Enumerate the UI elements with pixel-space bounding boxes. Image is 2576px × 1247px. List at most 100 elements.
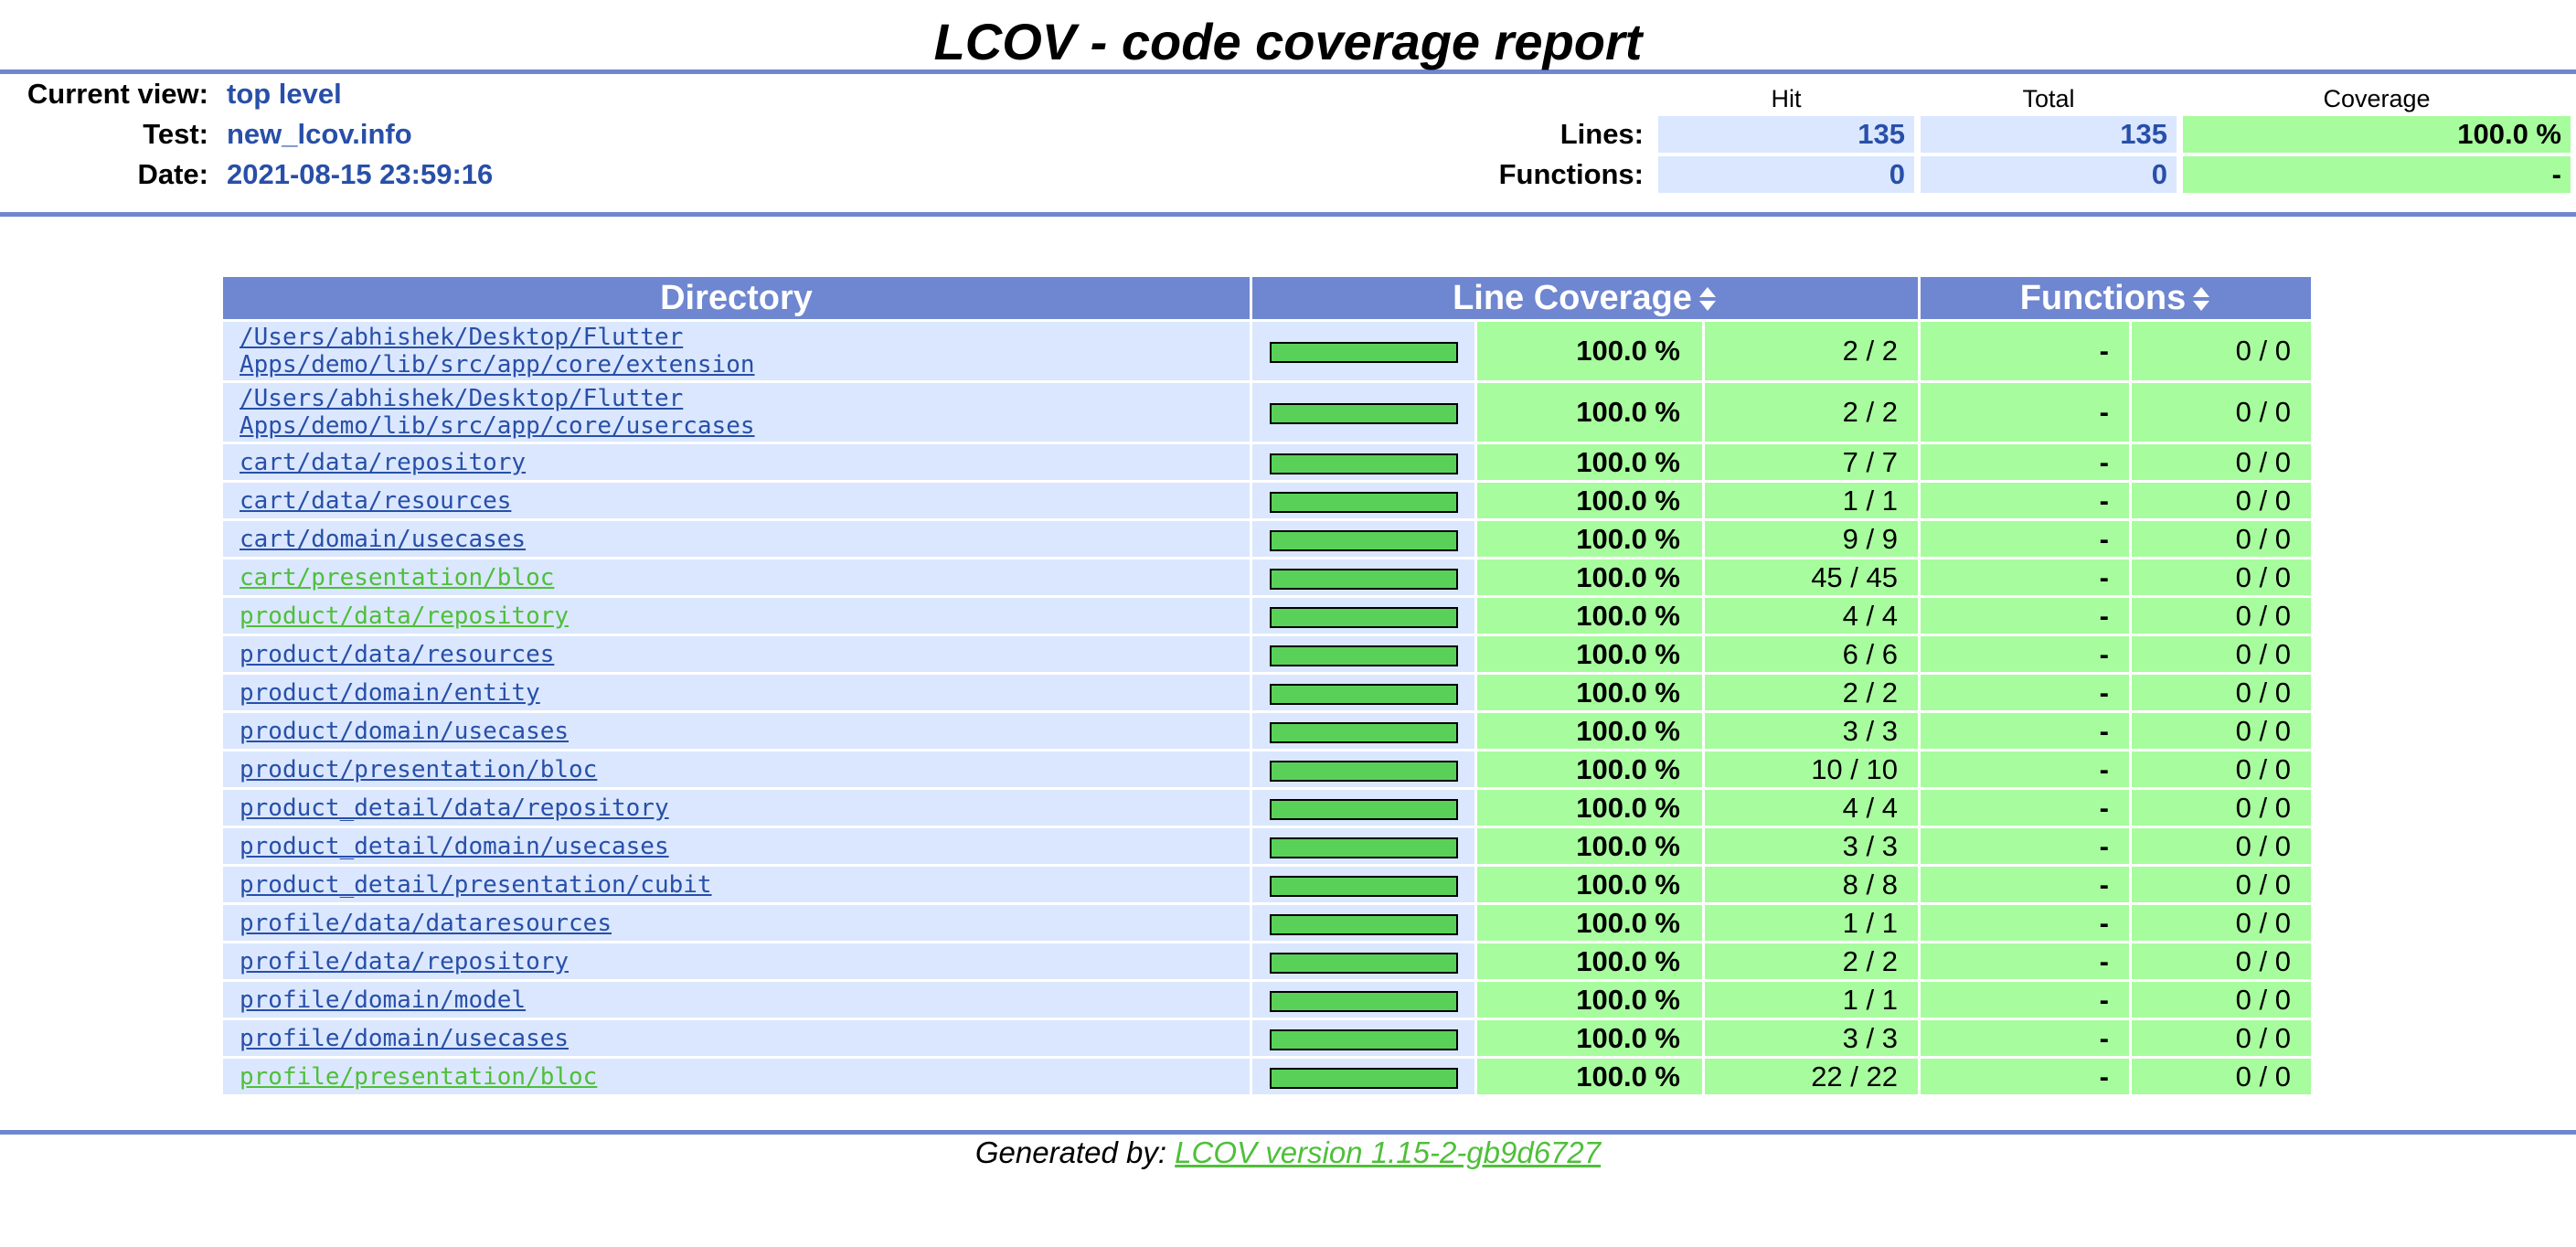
table-row: profile/data/dataresources 100.0 % 1 / 1-0… xyxy=(223,905,2311,941)
coverage-bar xyxy=(1269,1067,1458,1089)
function-coverage-count: 0 / 0 xyxy=(2132,751,2311,787)
line-coverage-count: 9 / 9 xyxy=(1705,521,1918,557)
coverage-bar-cell xyxy=(1252,982,1474,1018)
line-coverage-count: 1 / 1 xyxy=(1705,483,1918,518)
coverage-bar-cell xyxy=(1252,790,1474,826)
directory-cell: profile/domain/usecases xyxy=(223,1020,1250,1056)
table-row: profile/domain/model 100.0 % 1 / 1-0 / 0 xyxy=(223,982,2311,1018)
directory-cell: product/domain/usecases xyxy=(223,713,1250,749)
line-coverage-count: 10 / 10 xyxy=(1705,751,1918,787)
table-row: product/domain/usecases 100.0 % 3 / 3-0 / … xyxy=(223,713,2311,749)
directory-link-line1: cart/data/repository xyxy=(240,448,527,476)
directory-link[interactable]: product_detail/domain/usecases xyxy=(240,833,669,860)
directory-link[interactable]: product/domain/entity xyxy=(240,679,540,707)
coverage-bar xyxy=(1269,837,1458,858)
line-coverage-percent: 100.0 % xyxy=(1477,444,1702,480)
test-value: new_lcov.info xyxy=(227,118,412,150)
coverage-bar xyxy=(1269,683,1458,705)
table-row: product_detail/data/repository 100.0 % 4 /… xyxy=(223,790,2311,826)
function-coverage-count: 0 / 0 xyxy=(2132,598,2311,634)
directory-link-line1: profile/presentation/bloc xyxy=(240,1062,598,1091)
coverage-bar-cell xyxy=(1252,322,1474,380)
directory-link[interactable]: profile/data/repository xyxy=(240,948,569,975)
directory-link[interactable]: cart/presentation/bloc xyxy=(240,564,554,592)
coverage-bar-cell xyxy=(1252,444,1474,480)
directory-link[interactable]: cart/data/resources xyxy=(240,487,511,515)
directory-cell: cart/presentation/bloc xyxy=(223,560,1250,595)
directory-cell: cart/data/resources xyxy=(223,483,1250,518)
function-coverage-percent: - xyxy=(1921,560,2129,595)
directory-link[interactable]: cart/data/repository xyxy=(240,449,526,476)
coverage-bar-cell xyxy=(1252,1059,1474,1094)
directory-cell: /Users/abhishek/Desktop/Flutter Apps/demo… xyxy=(223,383,1250,442)
directory-link[interactable]: product_detail/data/repository xyxy=(240,794,669,822)
line-coverage-percent: 100.0 % xyxy=(1477,713,1702,749)
directory-link-line1: product/data/repository xyxy=(240,602,569,630)
directory-link[interactable]: /Users/abhishek/Desktop/Flutter Apps/demo… xyxy=(240,385,755,440)
line-coverage-count: 3 / 3 xyxy=(1705,1020,1918,1056)
directory-cell: product/domain/entity xyxy=(223,675,1250,710)
coverage-bar-cell xyxy=(1252,867,1474,902)
lcov-version-link[interactable]: LCOV version 1.15-2-gb9d6727 xyxy=(1175,1135,1602,1169)
line-coverage-percent: 100.0 % xyxy=(1477,828,1702,864)
line-coverage-count: 7 / 7 xyxy=(1705,444,1918,480)
directory-cell: product/data/repository xyxy=(223,598,1250,634)
function-coverage-percent: - xyxy=(1921,943,2129,979)
line-coverage-count: 2 / 2 xyxy=(1705,383,1918,442)
directory-link-line2: Apps/demo/lib/src/app/core/extension xyxy=(240,351,755,378)
coverage-bar xyxy=(1269,403,1458,425)
line-coverage-percent: 100.0 % xyxy=(1477,905,1702,941)
directory-link-line1: product/domain/usecases xyxy=(240,717,569,745)
sort-line-coverage-icon[interactable] xyxy=(1698,285,1718,313)
summary-functions-hit: 0 xyxy=(1658,156,1914,193)
directory-link[interactable]: product/data/repository xyxy=(240,602,569,630)
line-coverage-percent: 100.0 % xyxy=(1477,636,1702,672)
coverage-bar xyxy=(1269,760,1458,782)
line-coverage-percent: 100.0 % xyxy=(1477,383,1702,442)
directory-link-line1: profile/domain/usecases xyxy=(240,1024,569,1052)
directory-link[interactable]: profile/data/dataresources xyxy=(240,910,612,937)
coverage-bar xyxy=(1269,491,1458,513)
current-view-label: Current view: xyxy=(27,78,208,110)
function-coverage-count: 0 / 0 xyxy=(2132,905,2311,941)
directory-cell: product_detail/presentation/cubit xyxy=(223,867,1250,902)
summary-functions-label: Functions: xyxy=(1498,158,1644,190)
function-coverage-count: 0 / 0 xyxy=(2132,982,2311,1018)
directory-cell: /Users/abhishek/Desktop/Flutter Apps/demo… xyxy=(223,322,1250,380)
directory-link[interactable]: product/data/resources xyxy=(240,641,554,668)
directory-link[interactable]: profile/domain/usecases xyxy=(240,1025,569,1052)
directory-cell: product_detail/domain/usecases xyxy=(223,828,1250,864)
directory-link-line2: Apps/demo/lib/src/app/core/usercases xyxy=(240,412,755,440)
line-coverage-percent: 100.0 % xyxy=(1477,322,1702,380)
coverage-bar-cell xyxy=(1252,383,1474,442)
directory-link[interactable]: product_detail/presentation/cubit xyxy=(240,871,712,899)
directory-link[interactable]: product/presentation/bloc xyxy=(240,756,597,783)
directory-link[interactable]: cart/domain/usecases xyxy=(240,526,526,553)
directory-link[interactable]: /Users/abhishek/Desktop/Flutter Apps/demo… xyxy=(240,324,755,378)
directory-link[interactable]: profile/presentation/bloc xyxy=(240,1063,597,1091)
function-coverage-count: 0 / 0 xyxy=(2132,867,2311,902)
directory-link-line1: product_detail/data/repository xyxy=(240,794,669,822)
directory-link[interactable]: profile/domain/model xyxy=(240,986,526,1014)
summary-lines-hit: 135 xyxy=(1658,116,1914,153)
table-row: cart/presentation/bloc 100.0 % 45 / 45-0 /… xyxy=(223,560,2311,595)
directory-link[interactable]: product/domain/usecases xyxy=(240,718,569,745)
table-row: /Users/abhishek/Desktop/Flutter Apps/demo… xyxy=(223,322,2311,380)
directory-link-line1: product/presentation/bloc xyxy=(240,755,598,783)
directory-link-line1: cart/presentation/bloc xyxy=(240,563,555,592)
function-coverage-count: 0 / 0 xyxy=(2132,636,2311,672)
coverage-bar-cell xyxy=(1252,598,1474,634)
line-coverage-percent: 100.0 % xyxy=(1477,943,1702,979)
line-coverage-count: 45 / 45 xyxy=(1705,560,1918,595)
table-row: cart/data/repository 100.0 % 7 / 7-0 / 0 xyxy=(223,444,2311,480)
coverage-bar xyxy=(1269,645,1458,666)
directory-link-line1: /Users/abhishek/Desktop/Flutter xyxy=(240,324,684,351)
coverage-bar-cell xyxy=(1252,560,1474,595)
table-row: product/domain/entity 100.0 % 2 / 2-0 / 0 xyxy=(223,675,2311,710)
sort-functions-icon[interactable] xyxy=(2191,285,2211,313)
coverage-bar-cell xyxy=(1252,675,1474,710)
line-coverage-header: Line Coverage xyxy=(1252,277,1918,319)
coverage-bar xyxy=(1269,721,1458,743)
function-coverage-percent: - xyxy=(1921,675,2129,710)
coverage-bar xyxy=(1269,913,1458,935)
